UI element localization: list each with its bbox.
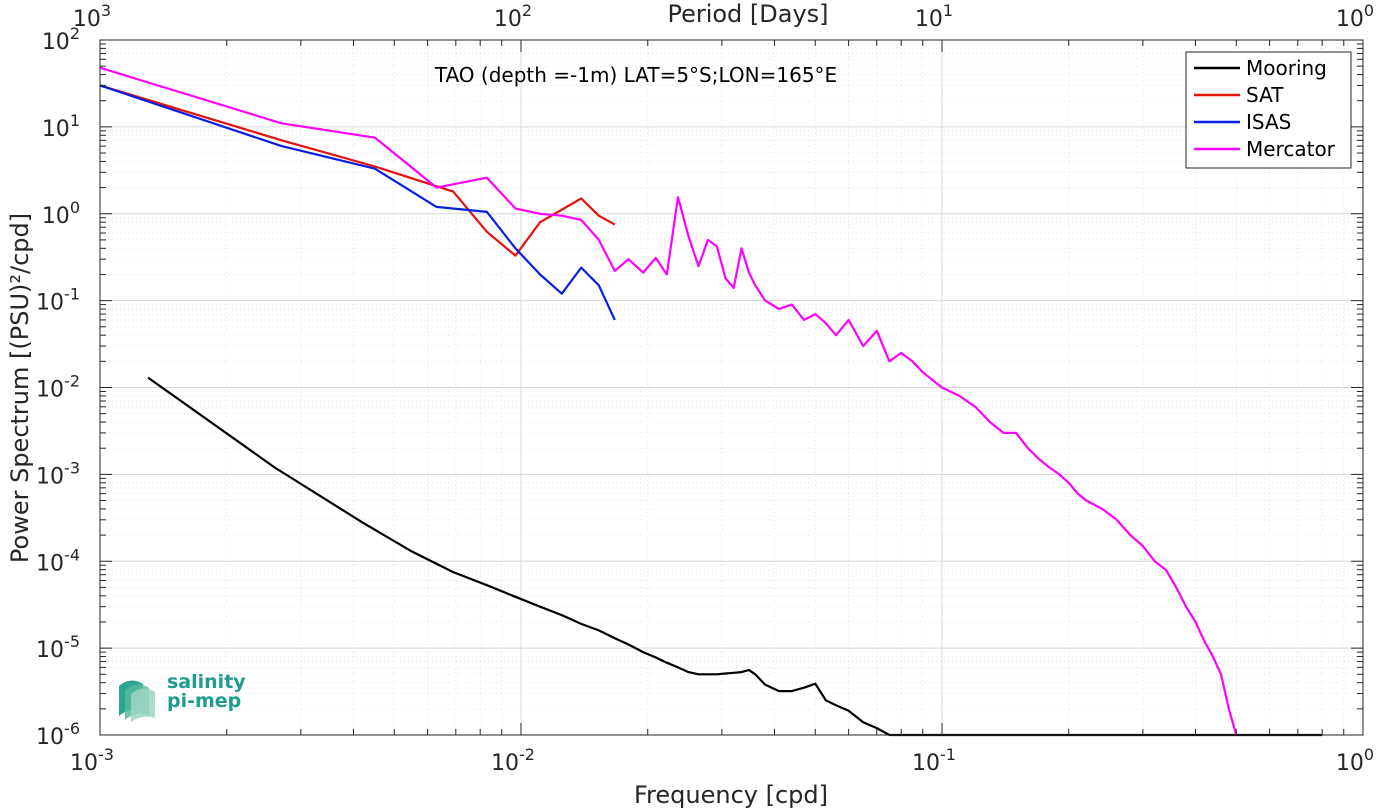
series-line-isas — [99, 84, 616, 321]
y-axis-title: Power Spectrum [(PSU)²/cpd] — [6, 213, 34, 563]
y-tick-label: 10-3 — [36, 458, 80, 489]
y-tick-label: 10-5 — [36, 632, 80, 663]
waves-icon — [119, 680, 155, 722]
plot-annotation: TAO (depth =-1m) LAT=5°S;LON=165°E — [434, 63, 837, 87]
salinity-pi-mep-logo — [119, 680, 155, 722]
x-tick-label: 100 — [1336, 745, 1374, 776]
y-tick-label: 10-1 — [36, 285, 80, 316]
top-x-tick-label: 103 — [73, 1, 111, 32]
top-x-tick-label: 100 — [1336, 1, 1374, 32]
y-tick-label: 10-4 — [36, 545, 80, 576]
x-tick-label: 10-1 — [912, 745, 956, 776]
y-tick-label: 101 — [42, 111, 80, 142]
logo-line-1: salinity — [167, 671, 246, 693]
series-line-sat — [99, 84, 616, 257]
series-line-mercator — [99, 66, 1238, 736]
legend-label-mercator: Mercator — [1246, 137, 1336, 161]
top-x-tick-label: 102 — [494, 1, 532, 32]
logo-text: salinity pi-mep — [167, 673, 246, 711]
legend-label-sat: SAT — [1246, 83, 1284, 107]
logo-line-2: pi-mep — [167, 690, 242, 712]
y-tick-label: 102 — [42, 24, 80, 55]
grid — [99, 40, 1363, 736]
y-tick-label: 10-2 — [36, 372, 80, 403]
y-tick-label: 100 — [42, 198, 80, 229]
ticks — [99, 40, 1363, 736]
x-tick-label: 10-2 — [491, 745, 535, 776]
legend-label-isas: ISAS — [1246, 110, 1291, 134]
top-x-tick-label: 101 — [915, 1, 953, 32]
y-tick-label: 10-6 — [36, 719, 80, 750]
x-axis-title: Frequency [cpd] — [634, 781, 828, 809]
legend-label-mooring: Mooring — [1246, 56, 1327, 80]
top-axis-title: Period [Days] — [667, 0, 828, 28]
legend: Mooring SAT ISAS Mercator — [1185, 51, 1352, 169]
x-tick-label: 10-3 — [70, 745, 114, 776]
